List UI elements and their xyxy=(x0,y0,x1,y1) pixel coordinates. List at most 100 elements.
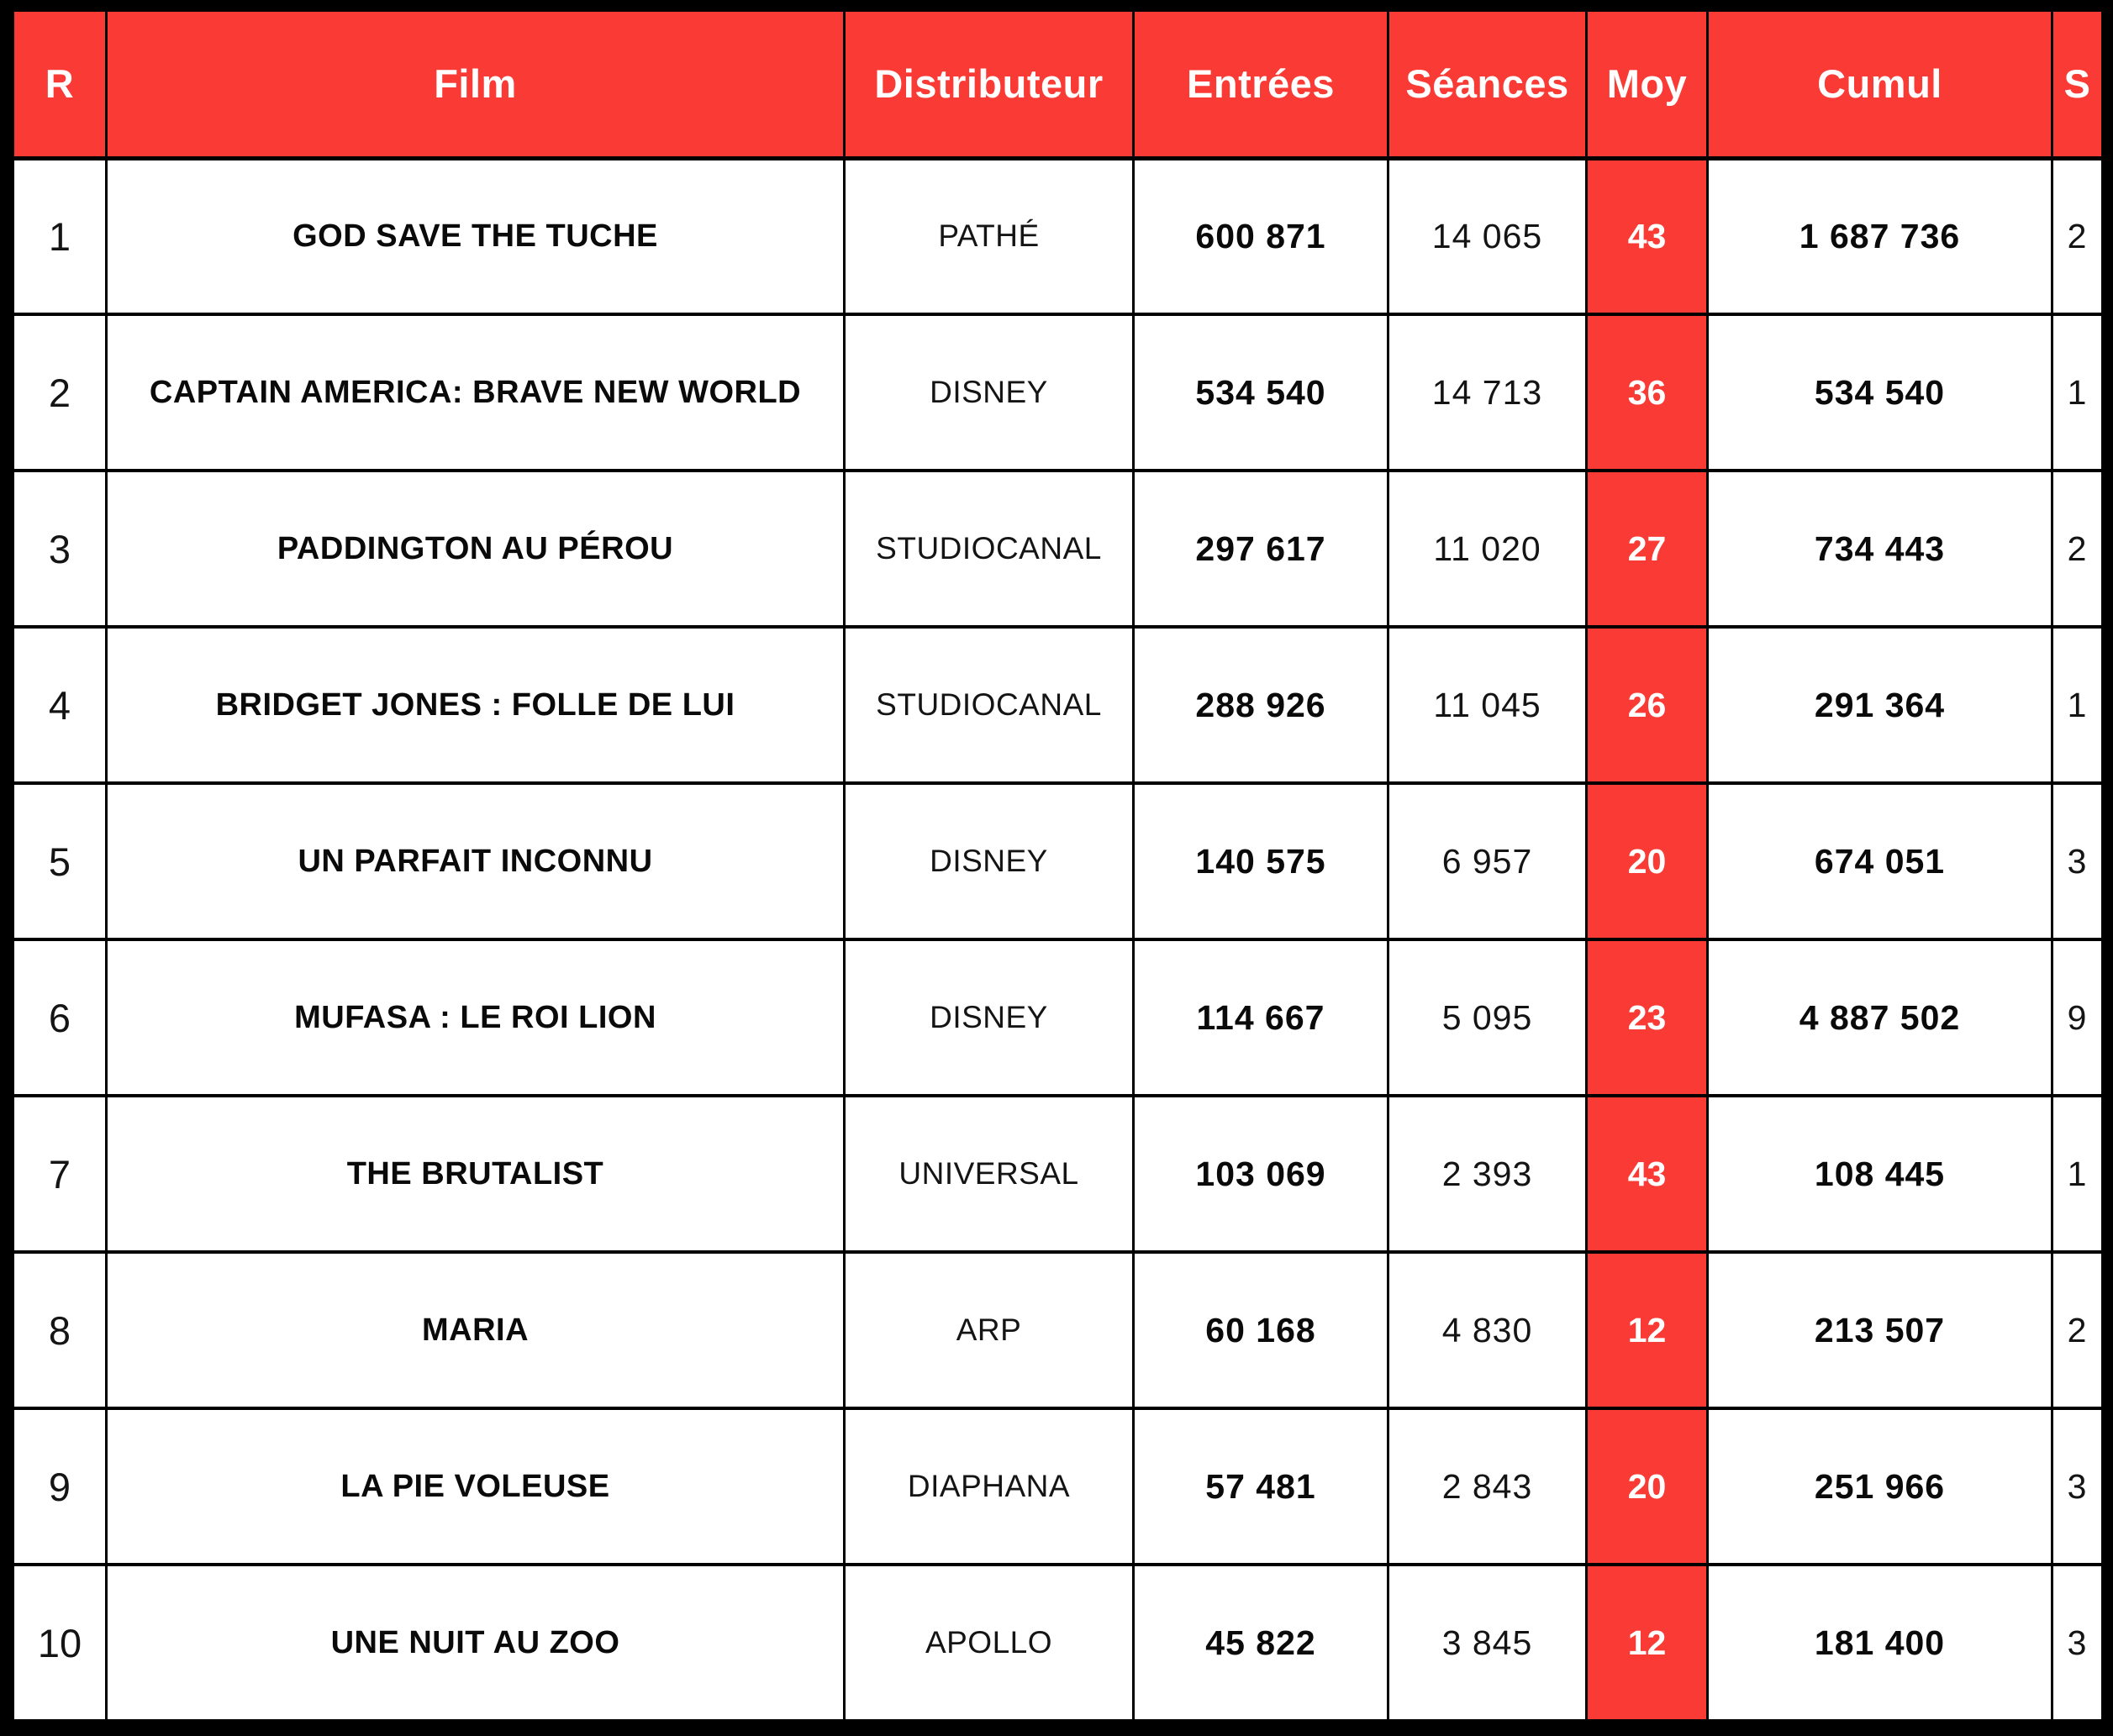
seances-cell: 5 095 xyxy=(1387,938,1588,1097)
weeks-cell: 1 xyxy=(2051,625,2104,785)
weeks-cell: 3 xyxy=(2051,1407,2104,1566)
cumul-cell: 1 687 736 xyxy=(1706,156,2053,316)
seances-cell: 11 045 xyxy=(1387,625,1588,785)
entries-cell: 534 540 xyxy=(1132,313,1389,472)
table-row: 10 UNE NUIT AU ZOO APOLLO 45 822 3 845 1… xyxy=(12,1563,2104,1723)
entries-cell: 600 871 xyxy=(1132,156,1389,316)
table-row: 3 PADDINGTON AU PÉROU STUDIOCANAL 297 61… xyxy=(12,469,2104,629)
cumul-cell: 213 507 xyxy=(1706,1250,2053,1410)
entries-cell: 45 822 xyxy=(1132,1563,1389,1723)
distributor-cell: PATHÉ xyxy=(843,156,1135,316)
moy-cell: 12 xyxy=(1585,1250,1709,1410)
table-row: 1 GOD SAVE THE TUCHE PATHÉ 600 871 14 06… xyxy=(12,156,2104,316)
entries-cell: 57 481 xyxy=(1132,1407,1389,1566)
table-row: 6 MUFASA : LE ROI LION DISNEY 114 667 5 … xyxy=(12,938,2104,1097)
weeks-cell: 1 xyxy=(2051,313,2104,472)
seances-cell: 4 830 xyxy=(1387,1250,1588,1410)
cumul-cell: 291 364 xyxy=(1706,625,2053,785)
cumul-cell: 734 443 xyxy=(1706,469,2053,629)
rank-cell: 1 xyxy=(12,156,108,316)
weeks-cell: 3 xyxy=(2051,1563,2104,1723)
distributor-cell: ARP xyxy=(843,1250,1135,1410)
distributor-cell: STUDIOCANAL xyxy=(843,625,1135,785)
rank-cell: 3 xyxy=(12,469,108,629)
table-row: 4 BRIDGET JONES : FOLLE DE LUI STUDIOCAN… xyxy=(12,625,2104,785)
weeks-cell: 1 xyxy=(2051,1094,2104,1254)
rank-cell: 2 xyxy=(12,313,108,472)
column-header-rank: R xyxy=(12,8,108,160)
column-header-seances: Séances xyxy=(1387,8,1588,160)
entries-cell: 114 667 xyxy=(1132,938,1389,1097)
entries-cell: 288 926 xyxy=(1132,625,1389,785)
rank-cell: 7 xyxy=(12,1094,108,1254)
rank-cell: 9 xyxy=(12,1407,108,1566)
weeks-cell: 9 xyxy=(2051,938,2104,1097)
moy-cell: 20 xyxy=(1585,1407,1709,1566)
film-cell: UN PARFAIT INCONNU xyxy=(105,781,846,941)
table-row: 5 UN PARFAIT INCONNU DISNEY 140 575 6 95… xyxy=(12,781,2104,941)
column-header-moy: Moy xyxy=(1585,8,1709,160)
film-cell: CAPTAIN AMERICA: BRAVE NEW WORLD xyxy=(105,313,846,472)
column-header-distributor: Distributeur xyxy=(843,8,1135,160)
film-cell: LA PIE VOLEUSE xyxy=(105,1407,846,1566)
moy-cell: 23 xyxy=(1585,938,1709,1097)
entries-cell: 103 069 xyxy=(1132,1094,1389,1254)
weeks-cell: 2 xyxy=(2051,156,2104,316)
rank-cell: 5 xyxy=(12,781,108,941)
distributor-cell: UNIVERSAL xyxy=(843,1094,1135,1254)
moy-cell: 43 xyxy=(1585,1094,1709,1254)
distributor-cell: DISNEY xyxy=(843,313,1135,472)
column-header-s: S xyxy=(2051,8,2104,160)
moy-cell: 20 xyxy=(1585,781,1709,941)
film-cell: UNE NUIT AU ZOO xyxy=(105,1563,846,1723)
column-header-cumul: Cumul xyxy=(1706,8,2053,160)
weeks-cell: 2 xyxy=(2051,1250,2104,1410)
film-cell: THE BRUTALIST xyxy=(105,1094,846,1254)
cumul-cell: 181 400 xyxy=(1706,1563,2053,1723)
film-cell: MARIA xyxy=(105,1250,846,1410)
seances-cell: 14 065 xyxy=(1387,156,1588,316)
entries-cell: 60 168 xyxy=(1132,1250,1389,1410)
distributor-cell: APOLLO xyxy=(843,1563,1135,1723)
distributor-cell: DISNEY xyxy=(843,938,1135,1097)
entries-cell: 140 575 xyxy=(1132,781,1389,941)
seances-cell: 2 393 xyxy=(1387,1094,1588,1254)
header-row: R Film Distributeur Entrées Séances Moy … xyxy=(12,8,2104,160)
film-cell: BRIDGET JONES : FOLLE DE LUI xyxy=(105,625,846,785)
table-row: 8 MARIA ARP 60 168 4 830 12 213 507 2 xyxy=(12,1250,2104,1410)
weeks-cell: 3 xyxy=(2051,781,2104,941)
rank-cell: 10 xyxy=(12,1563,108,1723)
table-row: 9 LA PIE VOLEUSE DIAPHANA 57 481 2 843 2… xyxy=(12,1407,2104,1566)
cumul-cell: 4 887 502 xyxy=(1706,938,2053,1097)
cumul-cell: 251 966 xyxy=(1706,1407,2053,1566)
film-cell: PADDINGTON AU PÉROU xyxy=(105,469,846,629)
distributor-cell: DIAPHANA xyxy=(843,1407,1135,1566)
weeks-cell: 2 xyxy=(2051,469,2104,629)
seances-cell: 3 845 xyxy=(1387,1563,1588,1723)
moy-cell: 43 xyxy=(1585,156,1709,316)
cumul-cell: 108 445 xyxy=(1706,1094,2053,1254)
table-row: 7 THE BRUTALIST UNIVERSAL 103 069 2 393 … xyxy=(12,1094,2104,1254)
moy-cell: 27 xyxy=(1585,469,1709,629)
moy-cell: 36 xyxy=(1585,313,1709,472)
film-cell: MUFASA : LE ROI LION xyxy=(105,938,846,1097)
column-header-film: Film xyxy=(105,8,846,160)
distributor-cell: STUDIOCANAL xyxy=(843,469,1135,629)
seances-cell: 14 713 xyxy=(1387,313,1588,472)
seances-cell: 6 957 xyxy=(1387,781,1588,941)
seances-cell: 11 020 xyxy=(1387,469,1588,629)
moy-cell: 26 xyxy=(1585,625,1709,785)
rank-cell: 8 xyxy=(12,1250,108,1410)
seances-cell: 2 843 xyxy=(1387,1407,1588,1566)
table-row: 2 CAPTAIN AMERICA: BRAVE NEW WORLD DISNE… xyxy=(12,313,2104,472)
cumul-cell: 674 051 xyxy=(1706,781,2053,941)
distributor-cell: DISNEY xyxy=(843,781,1135,941)
rank-cell: 4 xyxy=(12,625,108,785)
table-header: R Film Distributeur Entrées Séances Moy … xyxy=(12,8,2104,160)
table-body: 1 GOD SAVE THE TUCHE PATHÉ 600 871 14 06… xyxy=(12,156,2104,1723)
column-header-entries: Entrées xyxy=(1132,8,1389,160)
cumul-cell: 534 540 xyxy=(1706,313,2053,472)
entries-cell: 297 617 xyxy=(1132,469,1389,629)
rank-cell: 6 xyxy=(12,938,108,1097)
